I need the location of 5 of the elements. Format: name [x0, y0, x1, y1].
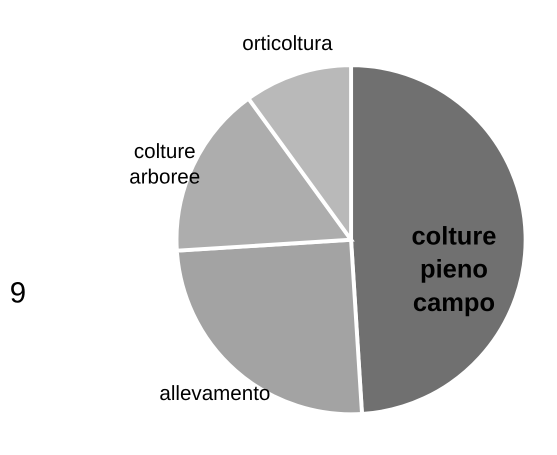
slice-label: allevamento — [159, 382, 270, 406]
slice-label: colture pieno campo — [412, 222, 496, 318]
slice-label: orticoltura — [242, 32, 334, 55]
slice-label: colture arboree — [129, 140, 200, 188]
text: 9 — [10, 276, 26, 310]
